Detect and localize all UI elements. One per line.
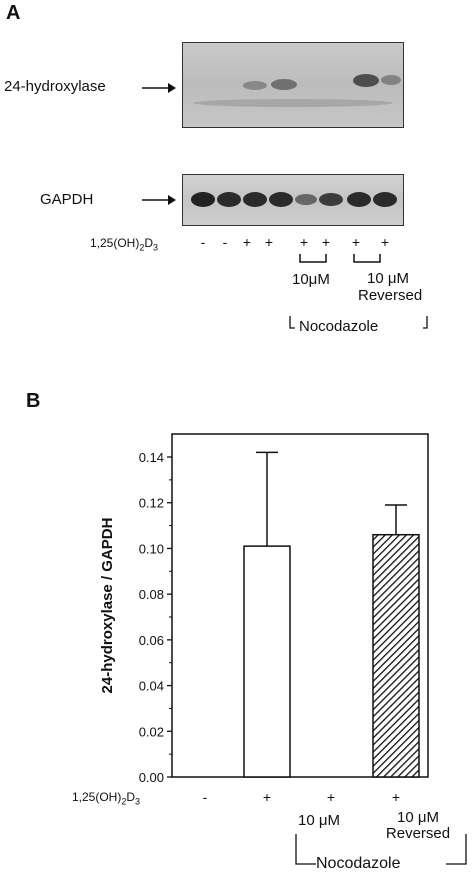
y-axis-label: 24-hydroxylase / GAPDH	[99, 518, 116, 694]
y-tick-label: 0.02	[139, 724, 164, 739]
sign-lane-2: +	[262, 789, 272, 805]
y-tick-label: 0.00	[139, 770, 164, 785]
bar-2	[243, 545, 291, 778]
y-tick-label: 0.10	[139, 541, 164, 556]
nocodazole-bracket	[289, 316, 428, 329]
bracket-icon	[299, 254, 381, 263]
band	[295, 194, 317, 205]
nocodazole-label: Nocodazole	[299, 318, 379, 335]
arrow-icon	[142, 195, 176, 205]
group-label-10um-reversed: 10 μM Reversed	[358, 270, 423, 304]
sign-lane-1: -	[202, 789, 208, 805]
blot-gapdh	[182, 174, 404, 226]
y-tick-label: 0.14	[139, 450, 164, 465]
group-label-10um: 10μM	[292, 271, 330, 288]
band	[271, 79, 297, 90]
treatment-label: 1,25(OH)2D3	[72, 790, 141, 807]
nocodazole-bracket	[295, 834, 467, 865]
band	[243, 192, 267, 207]
y-tick-label: 0.04	[139, 679, 164, 694]
band	[347, 192, 371, 207]
band	[193, 99, 393, 107]
plot-frame	[171, 433, 429, 778]
band	[381, 75, 401, 85]
band	[319, 193, 343, 206]
band	[191, 192, 215, 207]
band	[243, 81, 267, 90]
y-tick-label: 0.12	[139, 496, 164, 511]
sign-lane-8: +	[380, 234, 390, 250]
sign-lane-2: -	[222, 234, 228, 250]
y-tick-label: 0.06	[139, 633, 164, 648]
blot-label-gapdh: GAPDH	[40, 191, 94, 208]
blot-24-hydroxylase	[182, 42, 404, 128]
treatment-label: 1,25(OH)2D3	[90, 236, 159, 253]
sign-lane-3: +	[242, 234, 252, 250]
sign-lane-5: +	[299, 234, 309, 250]
group-label-10um-reversed: 10 μM Reversed	[385, 809, 451, 842]
sign-lane-4: +	[391, 789, 401, 805]
y-tick-label: 0.08	[139, 587, 164, 602]
panel-b-letter: B	[26, 390, 41, 412]
band	[269, 192, 293, 207]
sign-lane-4: +	[264, 234, 274, 250]
band	[217, 192, 241, 207]
sign-lane-7: +	[351, 234, 361, 250]
sign-lane-3: +	[326, 789, 336, 805]
blot-label-24-hydroxylase: 24-hydroxylase	[4, 78, 106, 95]
arrow-icon	[142, 83, 176, 93]
group-label-10um: 10 μM	[298, 812, 340, 829]
band	[353, 74, 379, 87]
band	[373, 192, 397, 207]
nocodazole-label: Nocodazole	[316, 855, 401, 872]
bar-4	[372, 533, 420, 778]
sign-lane-6: +	[321, 234, 331, 250]
sign-lane-1: -	[200, 234, 206, 250]
panel-a-letter: A	[6, 2, 21, 24]
